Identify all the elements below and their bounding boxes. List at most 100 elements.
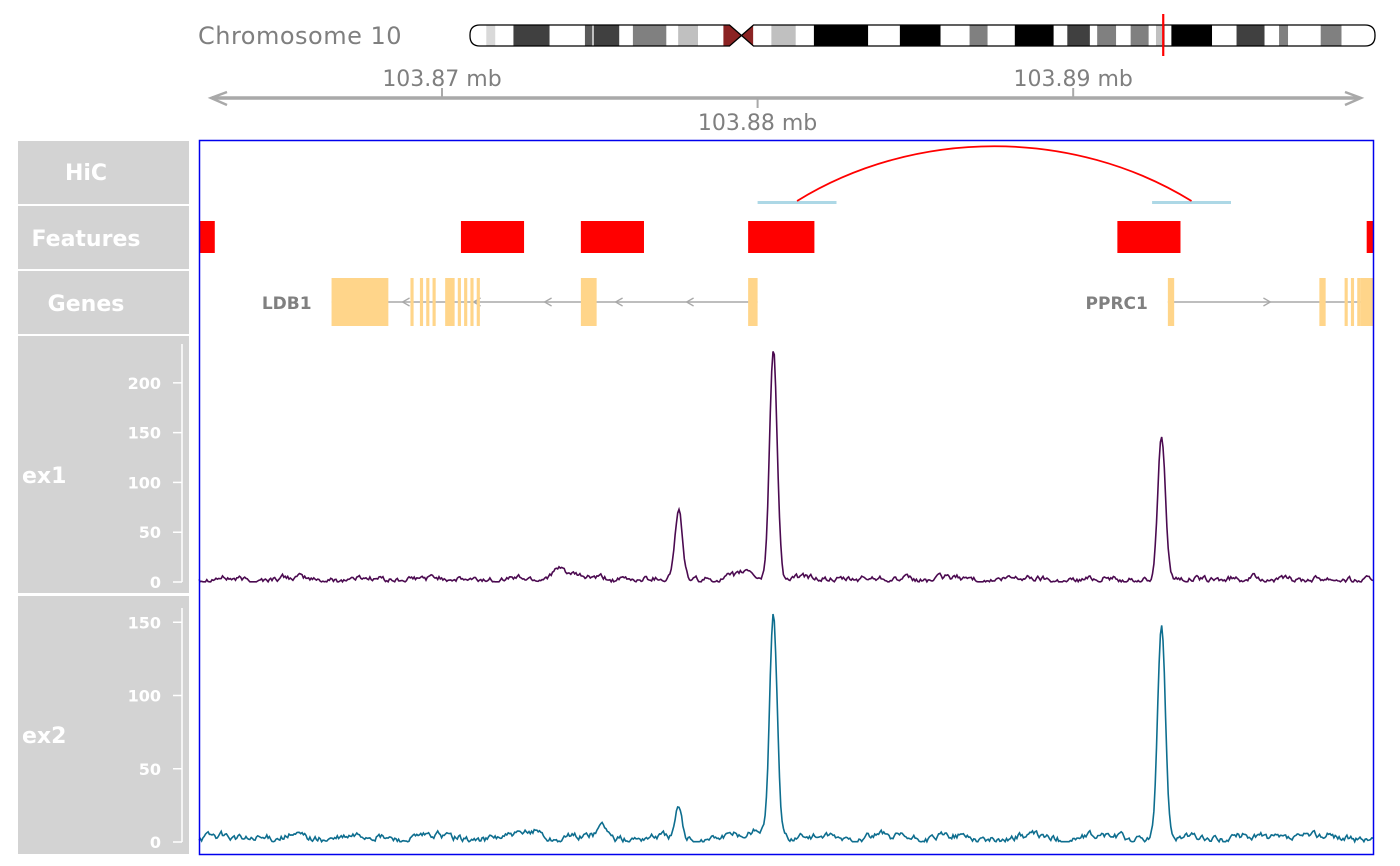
chromosome-band xyxy=(1097,25,1117,46)
gene-exon xyxy=(464,278,468,326)
gene-exon xyxy=(410,278,414,326)
feature-block xyxy=(460,221,525,253)
chromosome-band xyxy=(1155,25,1166,46)
chromosome-band xyxy=(678,25,699,46)
gene-exon xyxy=(1167,278,1175,326)
hic-track-title: HiC xyxy=(65,161,107,186)
y-tick-label: 50 xyxy=(139,523,161,542)
chromosome-band xyxy=(753,25,772,46)
genome-axis: 103.87 mb 103.88 mb 103.89 mb xyxy=(207,67,1365,136)
ex1-track xyxy=(198,351,1374,584)
chromosome-band xyxy=(940,25,970,46)
ex2-signal-line xyxy=(198,613,1374,844)
strand-arrow xyxy=(543,297,552,307)
hic-arc xyxy=(796,145,1193,202)
ex1-y-axis: 0 50 100 150 200 xyxy=(128,344,183,592)
chromosome-band xyxy=(1148,25,1156,46)
strand-arrow xyxy=(1263,297,1272,307)
chromosome-band xyxy=(495,25,514,46)
feature-block xyxy=(1117,221,1181,253)
gene-exon xyxy=(1319,278,1326,326)
y-tick-label: 200 xyxy=(128,374,161,393)
ex2-track-title: ex2 xyxy=(22,724,66,749)
chromosome-band xyxy=(592,25,594,46)
chromosome-band xyxy=(969,25,988,46)
chromosome-band xyxy=(1171,25,1213,46)
chromosome-band xyxy=(987,25,1015,46)
chromosome-band xyxy=(1236,25,1265,46)
strand-arrow xyxy=(685,297,694,307)
chromosome-band xyxy=(795,25,814,46)
gene-exon xyxy=(445,278,455,326)
y-tick-label: 0 xyxy=(150,573,161,592)
hic-title-panel xyxy=(18,141,189,204)
ex2-y-axis: 0 50 100 150 xyxy=(128,608,183,852)
gene-exon xyxy=(1360,278,1373,326)
chromosome-band xyxy=(513,25,550,46)
chromosome-band xyxy=(1341,25,1375,46)
genes-track-title: Genes xyxy=(48,292,125,317)
genes-track: LDB1 PPRC1 xyxy=(262,278,1373,326)
ex1-title-panel xyxy=(18,336,189,593)
gene-exon xyxy=(426,278,430,326)
hic-track xyxy=(757,145,1231,204)
chromosome-band xyxy=(1014,25,1054,46)
ex2-track xyxy=(198,613,1374,844)
chromosome-band xyxy=(1165,25,1172,46)
chromosome-band xyxy=(666,25,679,46)
chromosome-band xyxy=(1279,25,1289,46)
y-tick-label: 150 xyxy=(128,424,161,443)
axis-arrow-right xyxy=(1344,90,1365,107)
chromosome-band xyxy=(868,25,900,46)
gene-exon xyxy=(419,278,424,326)
chromosome-band xyxy=(584,25,593,46)
chromosome-band xyxy=(1264,25,1280,46)
y-tick-label: 0 xyxy=(150,833,161,852)
chromosome-band xyxy=(470,25,487,46)
feature-block xyxy=(199,221,215,253)
y-tick-label: 100 xyxy=(128,687,161,706)
chromosome-band xyxy=(619,25,633,46)
ex2-title-panel xyxy=(18,596,189,854)
gene-exon xyxy=(1357,278,1361,326)
chromosome-ideogram xyxy=(469,14,1376,56)
gene-exon xyxy=(748,278,758,326)
y-tick-label: 100 xyxy=(128,473,161,492)
chromosome-band xyxy=(698,25,724,46)
chromosome-label: Chromosome 10 xyxy=(198,22,402,50)
feature-block xyxy=(748,221,815,253)
gene-exon xyxy=(457,278,461,326)
gene-exon xyxy=(432,278,436,326)
chromosome-band xyxy=(899,25,941,46)
gene-label: PPRC1 xyxy=(1086,294,1148,314)
chromosome-band xyxy=(1212,25,1237,46)
gene-label: LDB1 xyxy=(262,294,312,314)
chromosome-band xyxy=(1320,25,1342,46)
axis-tick-label: 103.88 mb xyxy=(698,111,817,136)
axis-tick-label: 103.89 mb xyxy=(1014,67,1133,92)
axis-tick-label: 103.87 mb xyxy=(382,67,501,92)
strand-arrow xyxy=(614,297,623,307)
chromosome-band xyxy=(1067,25,1090,46)
chromosome-band xyxy=(593,25,620,46)
features-track-title: Features xyxy=(32,227,141,252)
feature-block xyxy=(580,221,644,253)
feature-block xyxy=(1366,221,1373,253)
axis-arrow-left xyxy=(207,90,228,107)
chromosome-band xyxy=(1116,25,1131,46)
chromosome-band xyxy=(549,25,585,46)
highlight-frame xyxy=(198,139,1375,856)
gene-exon xyxy=(580,278,597,326)
features-title-panel xyxy=(18,206,189,269)
chromosome-band xyxy=(741,25,754,46)
y-tick-label: 150 xyxy=(128,613,161,632)
genes-title-panel xyxy=(18,271,189,334)
strand-arrow xyxy=(401,297,410,307)
chromosome-band xyxy=(1089,25,1098,46)
ex1-signal-line xyxy=(198,351,1374,584)
y-tick-label: 50 xyxy=(139,760,161,779)
gene-exon xyxy=(1350,278,1355,326)
gene-exon xyxy=(476,278,480,326)
chromosome-band xyxy=(771,25,796,46)
